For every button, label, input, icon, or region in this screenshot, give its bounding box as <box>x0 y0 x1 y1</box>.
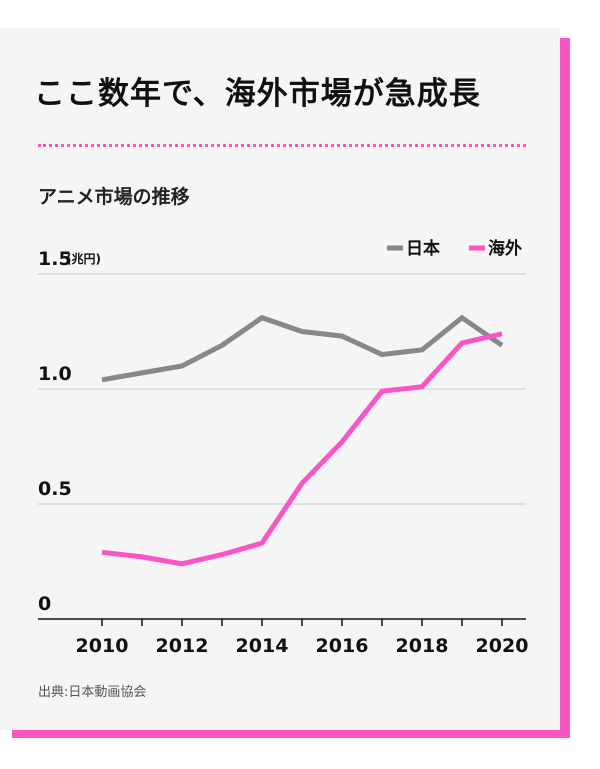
legend-label: 海外 <box>488 238 522 259</box>
series-line-japan <box>101 314 504 383</box>
headline: ここ数年で、海外市場が急成長 <box>34 76 481 112</box>
series-line-overseas <box>101 331 503 567</box>
source-note: 出典:日本動画協会 <box>38 685 147 700</box>
x-tick-label: 2018 <box>396 635 449 657</box>
legend-item: 海外 <box>469 238 522 259</box>
y-unit-label: (兆円) <box>66 251 101 266</box>
y-tick-label: 0 <box>38 593 51 615</box>
x-tick-label: 2020 <box>476 635 529 657</box>
dotted-divider <box>38 144 526 147</box>
x-tick-label: 2016 <box>316 635 369 657</box>
legend-label: 日本 <box>406 238 440 259</box>
chart-subtitle: アニメ市場の推移 <box>38 186 190 208</box>
y-tick-label: 1.5 <box>38 248 72 270</box>
y-tick-label: 0.5 <box>38 478 72 500</box>
x-tick-label: 2010 <box>76 635 129 657</box>
y-tick-label: 1.0 <box>38 363 72 385</box>
x-tick-label: 2014 <box>236 635 289 657</box>
x-tick-label: 2012 <box>156 635 209 657</box>
legend-item: 日本 <box>387 238 440 259</box>
